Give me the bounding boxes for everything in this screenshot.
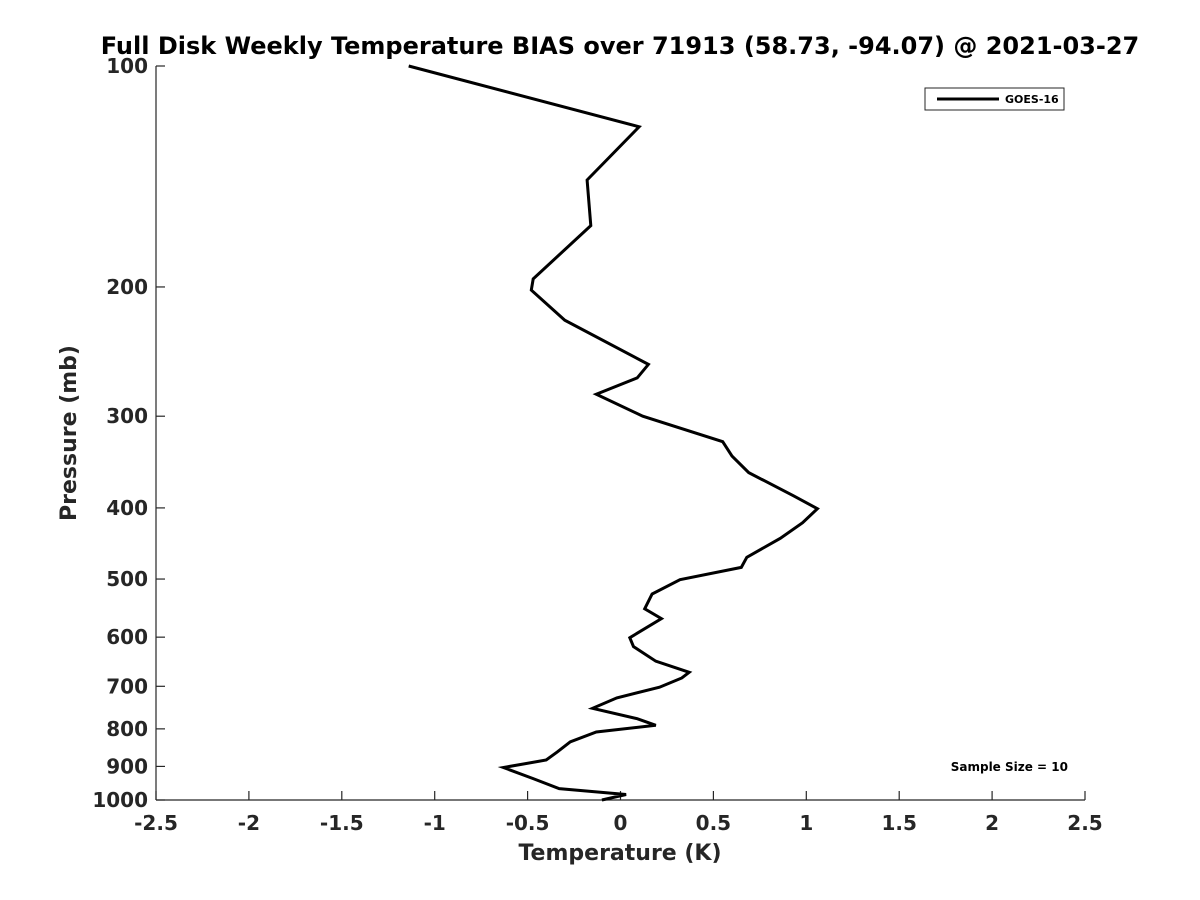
- legend-label: GOES-16: [1005, 93, 1059, 106]
- x-tick-label: 1.5: [881, 811, 916, 835]
- x-tick-label: 1: [799, 811, 813, 835]
- x-tick-label: -1: [424, 811, 446, 835]
- x-tick-label: -2: [238, 811, 260, 835]
- y-tick-label: 100: [106, 54, 148, 78]
- x-tick-label: 0.5: [696, 811, 731, 835]
- x-tick-label: 0: [614, 811, 628, 835]
- y-tick-label: 700: [106, 674, 148, 698]
- sample-size-annotation: Sample Size = 10: [951, 760, 1068, 774]
- y-tick-label: 400: [106, 496, 148, 520]
- y-axis-label: Pressure (mb): [57, 345, 82, 521]
- y-tick-label: 800: [106, 717, 148, 741]
- x-tick-label: -2.5: [134, 811, 178, 835]
- y-tick-label: 500: [106, 567, 148, 591]
- legend: GOES-16: [924, 87, 1065, 111]
- y-tick-label: 600: [106, 625, 148, 649]
- y-tick-label: 300: [106, 404, 148, 428]
- x-tick-label: 2: [985, 811, 999, 835]
- x-tick-label: -1.5: [320, 811, 364, 835]
- x-tick-label: -0.5: [506, 811, 550, 835]
- x-tick-label: 2.5: [1067, 811, 1102, 835]
- y-ticks: 100 200 300 400 500 600 700 800 900 1000: [92, 54, 165, 812]
- y-tick-label: 1000: [92, 788, 148, 812]
- series-layer: [408, 64, 820, 802]
- y-tick-label: 900: [106, 754, 148, 778]
- axes: [155, 66, 1085, 801]
- series-line-goes-16: [408, 64, 820, 802]
- y-tick-label: 200: [106, 275, 148, 299]
- chart-title: Full Disk Weekly Temperature BIAS over 7…: [101, 32, 1140, 60]
- x-axis-label: Temperature (K): [518, 841, 721, 866]
- x-ticks: -2.5 -2 -1.5 -1 -0.5 0 0.5 1 1.5 2 2.5: [134, 791, 1103, 835]
